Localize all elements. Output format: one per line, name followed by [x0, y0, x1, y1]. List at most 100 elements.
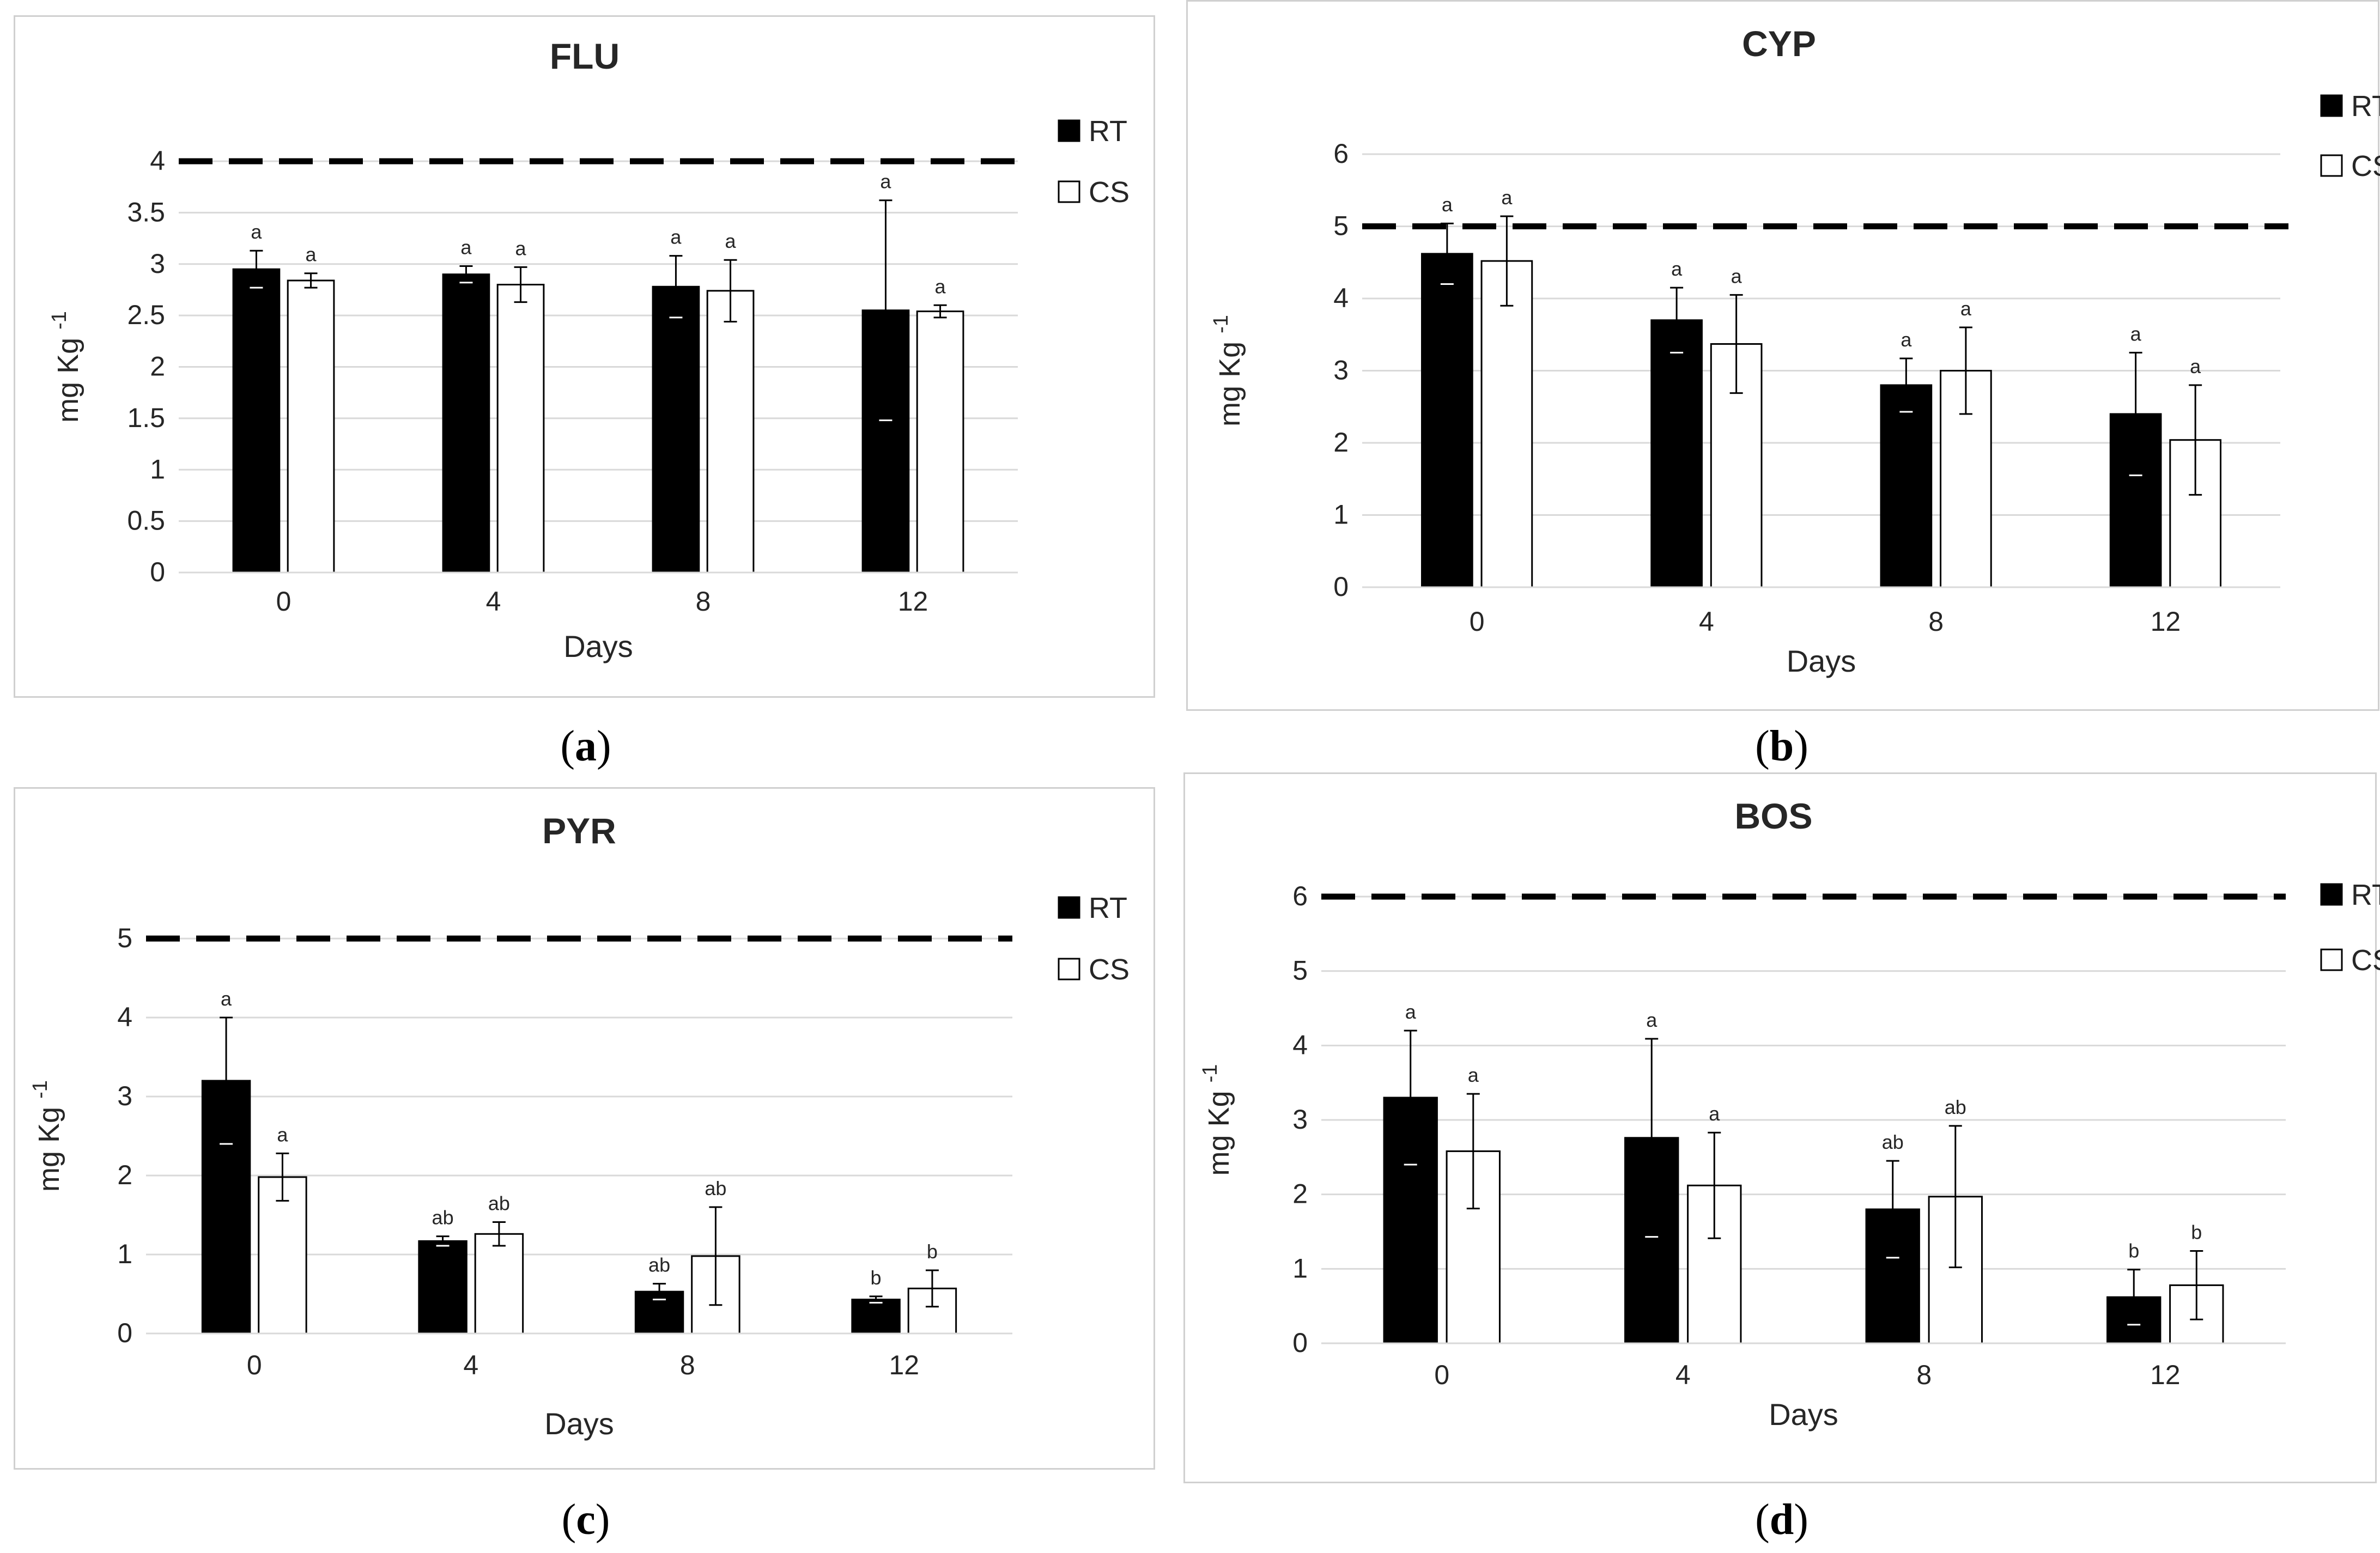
caption-d-letter: d: [1769, 1496, 1794, 1544]
x-tick-label: 4: [1699, 606, 1714, 637]
x-tick-label: 12: [898, 586, 928, 617]
significance-label: a: [251, 221, 262, 243]
significance-label: a: [306, 243, 317, 266]
chart-flu: 0 0.5 1 1.5 2 2.5 3 3.5 4 FLU mg Kg -1 Days 0 a a 4 a a 8 a…: [48, 36, 1130, 663]
legend-label-cs: CS: [1089, 176, 1130, 209]
y-tick-label: 3: [1292, 1104, 1308, 1135]
legend-swatch-rt: [1058, 119, 1080, 142]
significance-label: ab: [1882, 1131, 1904, 1153]
y-tick-label: 3.5: [127, 197, 165, 227]
bar-cs: [706, 290, 755, 574]
y-tick-label: 0: [1333, 571, 1349, 602]
x-tick-label: 0: [276, 586, 292, 617]
significance-label: b: [2191, 1221, 2202, 1244]
x-tick-label: 8: [1928, 606, 1944, 637]
legend-label-rt: RT: [1089, 115, 1127, 148]
legend-label-rt: RT: [1089, 892, 1127, 924]
y-axis-label: mg Kg -1: [48, 311, 84, 423]
significance-label: ab: [488, 1192, 510, 1215]
x-tick-label: 0: [247, 1350, 262, 1380]
y-tick-label: 2.5: [127, 300, 165, 330]
y-tick-label: 4: [1333, 283, 1349, 313]
caption-a-letter: a: [575, 722, 597, 770]
y-tick-label: 2: [117, 1160, 132, 1190]
legend-swatch-cs: [2320, 154, 2343, 177]
y-tick-label: 3: [150, 248, 165, 279]
bar-cs: [287, 279, 335, 574]
significance-label: a: [1405, 1001, 1417, 1023]
y-axis-label: mg Kg -1: [1210, 315, 1246, 427]
y-tick-label: 6: [1292, 881, 1308, 911]
y-tick-label: 1: [1333, 500, 1349, 530]
significance-label: ab: [432, 1207, 454, 1229]
bar-cs: [258, 1176, 307, 1335]
bar-rt: [1880, 384, 1933, 588]
y-tick-label: 5: [117, 923, 132, 953]
x-tick-label: 8: [680, 1350, 695, 1380]
significance-label: a: [277, 1123, 288, 1146]
legend-label-cs: CS: [1089, 953, 1130, 986]
y-tick-label: 1: [1292, 1253, 1308, 1283]
significance-label: ab: [705, 1177, 726, 1199]
y-tick-label: 1: [150, 454, 165, 484]
y-tick-label: 1.5: [127, 403, 165, 433]
significance-label: a: [2130, 322, 2142, 345]
significance-label: a: [221, 988, 232, 1010]
bar-rt: [442, 273, 490, 574]
y-tick-label: 5: [1333, 211, 1349, 241]
y-tick-label: 4: [150, 145, 165, 176]
y-axis-label: mg Kg -1: [29, 1080, 65, 1192]
legend-label-cs: CS: [2351, 150, 2380, 182]
caption-b: (b): [1755, 722, 1808, 770]
significance-label: a: [515, 237, 527, 259]
x-tick-label: 4: [1675, 1360, 1691, 1390]
bar-rt: [1421, 253, 1473, 588]
bar-cs: [916, 310, 964, 574]
bar-rt: [1650, 319, 1703, 588]
significance-label: a: [1731, 265, 1742, 287]
legend-swatch-cs: [1058, 958, 1080, 980]
y-tick-label: 0: [150, 557, 165, 587]
y-tick-label: 6: [1333, 138, 1349, 169]
chart-title: PYR: [542, 811, 616, 851]
bar-cs: [474, 1233, 524, 1335]
chart-title: BOS: [1734, 796, 1812, 836]
chart-panel-flu: 0 0.5 1 1.5 2 2.5 3 3.5 4 FLU mg Kg -1 Days 0 a a 4 a a 8 a…: [14, 15, 1155, 698]
caption-d: (d): [1755, 1496, 1808, 1544]
significance-label: a: [725, 230, 737, 252]
legend-swatch-rt: [2320, 883, 2343, 906]
significance-label: a: [935, 275, 946, 297]
significance-label: a: [1671, 258, 1683, 280]
significance-label: b: [2128, 1240, 2139, 1262]
x-axis-label: Days: [1769, 1397, 1838, 1432]
significance-label: a: [880, 170, 891, 193]
bar-rt: [652, 285, 700, 574]
legend-swatch-rt: [1058, 896, 1080, 919]
significance-label: a: [1709, 1103, 1720, 1125]
significance-label: ab: [648, 1254, 670, 1276]
y-tick-label: 0.5: [127, 506, 165, 536]
x-tick-label: 8: [696, 586, 711, 617]
y-tick-label: 5: [1292, 955, 1308, 986]
x-tick-label: 4: [486, 586, 501, 617]
y-axis-label: mg Kg -1: [1199, 1064, 1235, 1176]
y-tick-label: 3: [1333, 355, 1349, 386]
y-tick-label: 2: [1333, 427, 1349, 458]
caption-c: (c): [561, 1496, 610, 1544]
x-tick-label: 12: [889, 1350, 919, 1380]
legend-swatch-rt: [2320, 94, 2343, 117]
chart-title: FLU: [550, 36, 620, 76]
y-tick-label: 4: [1292, 1030, 1308, 1060]
y-tick-label: 2: [1292, 1179, 1308, 1209]
x-axis-label: Days: [544, 1406, 614, 1441]
x-tick-label: 12: [2151, 606, 2181, 637]
bar-rt: [418, 1240, 467, 1335]
x-tick-label: 8: [1916, 1360, 1932, 1390]
caption-a: (a): [560, 722, 611, 770]
legend-swatch-cs: [2320, 948, 2343, 971]
x-tick-label: 12: [2150, 1360, 2181, 1390]
